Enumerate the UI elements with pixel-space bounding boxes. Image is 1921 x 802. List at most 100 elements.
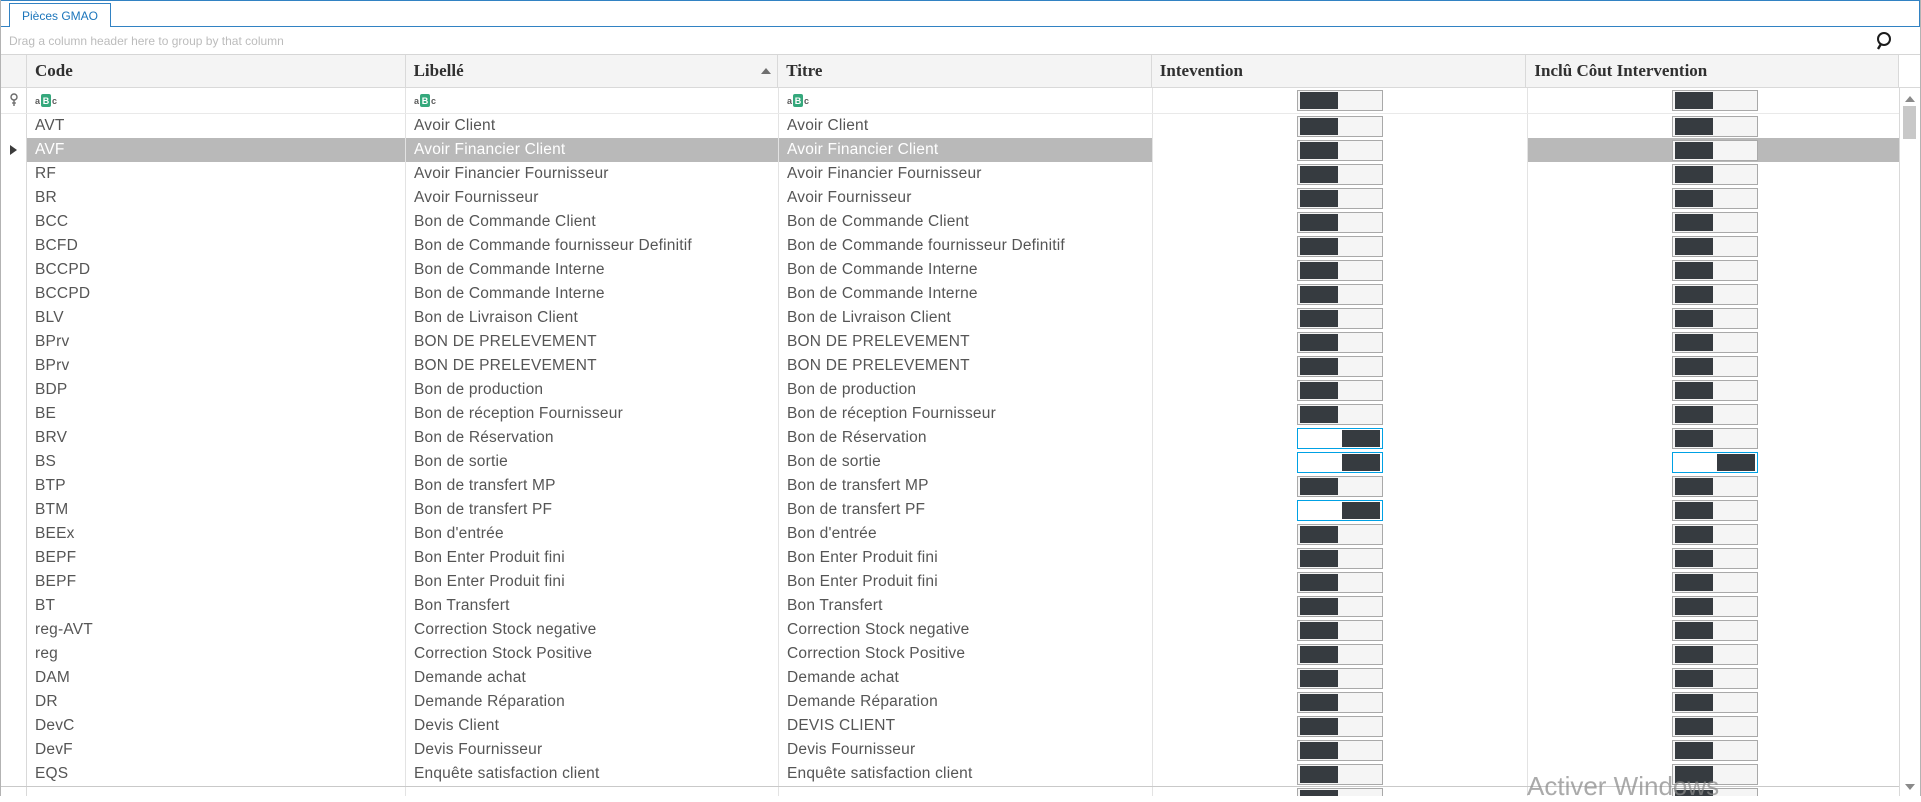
intervention-toggle[interactable] <box>1297 355 1383 377</box>
inclu-cout-toggle[interactable] <box>1671 235 1758 257</box>
intervention-toggle[interactable] <box>1297 739 1383 761</box>
table-row[interactable]: BEPF Bon Enter Produit fini Bon Enter Pr… <box>1 546 1901 570</box>
inclu-cout-toggle[interactable] <box>1671 691 1758 713</box>
table-row[interactable]: BTM Bon de transfert PF Bon de transfert… <box>1 498 1901 522</box>
cell-inclu-cout[interactable] <box>1528 666 1901 690</box>
intervention-toggle[interactable] <box>1297 667 1383 689</box>
cell-code[interactable]: AVT <box>27 114 406 138</box>
inclu-cout-toggle[interactable] <box>1671 619 1758 641</box>
inclu-cout-filter-toggle[interactable] <box>1671 90 1758 111</box>
intervention-toggle[interactable] <box>1297 715 1383 737</box>
cell-titre[interactable]: Avoir Financier Fournisseur <box>779 162 1153 186</box>
cell-libelle[interactable]: Devis Fournisseur <box>406 738 779 762</box>
intervention-toggle[interactable] <box>1297 211 1383 233</box>
cell-libelle[interactable]: Avoir Client <box>406 114 779 138</box>
intervention-toggle[interactable] <box>1297 788 1383 796</box>
cell-code[interactable]: DevF <box>27 738 406 762</box>
cell-libelle[interactable]: Correction Stock negative <box>406 618 779 642</box>
table-row[interactable]: BPrv BON DE PRELEVEMENT BON DE PRELEVEME… <box>1 330 1901 354</box>
cell-code[interactable]: BS <box>27 450 406 474</box>
cell-titre[interactable]: Bon de transfert MP <box>779 474 1153 498</box>
cell-inclu-cout[interactable] <box>1528 570 1901 594</box>
cell-intervention[interactable] <box>1153 162 1528 186</box>
cell-inclu-cout[interactable] <box>1528 426 1901 450</box>
cell-titre[interactable]: Bon de Commande Client <box>779 210 1153 234</box>
cell-code[interactable]: BEEx <box>27 522 406 546</box>
cell-titre[interactable]: Bon de Commande fournisseur Definitif <box>779 234 1153 258</box>
cell-inclu-cout[interactable] <box>1528 642 1901 666</box>
cell-code[interactable]: BE <box>27 402 406 426</box>
cell-libelle[interactable]: Enquête satisfaction client <box>406 762 779 786</box>
intervention-toggle[interactable] <box>1297 283 1383 305</box>
cell-intervention[interactable] <box>1153 186 1528 210</box>
cell-inclu-cout[interactable] <box>1528 738 1901 762</box>
cell-libelle[interactable]: Bon de Commande fournisseur Definitif <box>406 234 779 258</box>
intervention-toggle[interactable] <box>1297 187 1383 209</box>
cell-libelle[interactable]: Bon Enter Produit fini <box>406 546 779 570</box>
cell-intervention[interactable] <box>1153 762 1528 786</box>
column-header-intervention[interactable]: Intevention <box>1152 55 1527 87</box>
inclu-cout-toggle[interactable] <box>1671 499 1758 521</box>
table-row[interactable]: reg Correction Stock Positive Correction… <box>1 642 1901 666</box>
table-row[interactable]: EQS Enquête satisfaction client Enquête … <box>1 762 1901 786</box>
cell-libelle[interactable]: Bon de Commande Interne <box>406 282 779 306</box>
cell-titre[interactable]: Bon de Commande Interne <box>779 282 1153 306</box>
inclu-cout-toggle[interactable] <box>1671 763 1758 785</box>
inclu-cout-toggle[interactable] <box>1671 283 1758 305</box>
cell-libelle[interactable]: Bon de Réservation <box>406 426 779 450</box>
intervention-toggle[interactable] <box>1297 595 1383 617</box>
cell-code[interactable]: AVF <box>27 138 406 162</box>
intervention-toggle[interactable] <box>1297 331 1383 353</box>
cell-intervention[interactable] <box>1153 594 1528 618</box>
cell-inclu-cout[interactable] <box>1528 594 1901 618</box>
table-row[interactable]: BLV Bon de Livraison Client Bon de Livra… <box>1 306 1901 330</box>
cell-titre[interactable]: DEVIS CLIENT <box>779 714 1153 738</box>
cell-libelle[interactable]: Avoir Financier Fournisseur <box>406 162 779 186</box>
cell-titre[interactable]: Avoir Financier Client <box>779 138 1153 162</box>
cell-titre[interactable]: Bon de réception Fournisseur <box>779 402 1153 426</box>
cell-inclu-cout[interactable] <box>1528 306 1901 330</box>
intervention-toggle[interactable] <box>1297 643 1383 665</box>
inclu-cout-toggle[interactable] <box>1671 259 1758 281</box>
cell-intervention[interactable] <box>1153 666 1528 690</box>
cell-code[interactable]: BR <box>27 186 406 210</box>
cell-intervention[interactable] <box>1153 306 1528 330</box>
cell-libelle[interactable]: Bon de transfert PF <box>406 498 779 522</box>
cell-inclu-cout[interactable] <box>1528 474 1901 498</box>
cell-inclu-cout[interactable] <box>1528 378 1901 402</box>
cell-inclu-cout[interactable] <box>1528 690 1901 714</box>
cell-code[interactable]: BEPF <box>27 570 406 594</box>
inclu-cout-toggle[interactable] <box>1671 667 1758 689</box>
cell-code[interactable]: BTP <box>27 474 406 498</box>
cell-intervention[interactable] <box>1153 522 1528 546</box>
cell-libelle[interactable]: Bon d'entrée <box>406 522 779 546</box>
intervention-toggle[interactable] <box>1297 403 1383 425</box>
inclu-cout-toggle[interactable] <box>1671 571 1758 593</box>
cell-intervention[interactable] <box>1153 426 1528 450</box>
intervention-toggle[interactable] <box>1297 523 1383 545</box>
inclu-cout-toggle[interactable] <box>1671 187 1758 209</box>
inclu-cout-toggle[interactable] <box>1671 643 1758 665</box>
tab-pieces-gmao[interactable]: Pièces GMAO <box>9 3 112 28</box>
cell-code[interactable]: reg-AVT <box>27 618 406 642</box>
table-row[interactable]: RF Avoir Financier Fournisseur Avoir Fin… <box>1 162 1901 186</box>
table-row[interactable]: BDP Bon de production Bon de production <box>1 378 1901 402</box>
cell-inclu-cout[interactable] <box>1528 354 1901 378</box>
intervention-toggle[interactable] <box>1297 691 1383 713</box>
cell-code[interactable]: BCCPD <box>27 282 406 306</box>
table-row[interactable]: BT Bon Transfert Bon Transfert <box>1 594 1901 618</box>
table-row[interactable]: DAM Demande achat Demande achat <box>1 666 1901 690</box>
cell-inclu-cout[interactable] <box>1528 498 1901 522</box>
cell-titre[interactable]: Demande Réparation <box>779 690 1153 714</box>
cell-libelle[interactable]: Bon de réception Fournisseur <box>406 402 779 426</box>
intervention-toggle[interactable] <box>1297 763 1383 785</box>
table-row[interactable]: BTP Bon de transfert MP Bon de transfert… <box>1 474 1901 498</box>
inclu-cout-toggle[interactable] <box>1671 331 1758 353</box>
table-row[interactable]: BE Bon de réception Fournisseur Bon de r… <box>1 402 1901 426</box>
cell-intervention[interactable] <box>1153 402 1528 426</box>
